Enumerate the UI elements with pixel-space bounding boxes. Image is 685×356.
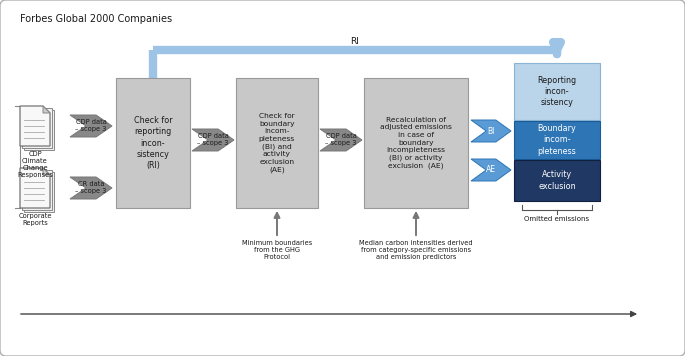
Polygon shape: [471, 120, 511, 142]
Text: Check for
boundary
incom-
pleteness
(BI) and
activity
exclusion
(AE): Check for boundary incom- pleteness (BI)…: [259, 113, 295, 173]
Bar: [514, 121, 600, 159]
Text: BI: BI: [487, 126, 495, 136]
Bar: [24, 110, 54, 150]
Polygon shape: [320, 129, 362, 151]
Text: Recalculation of
adjusted emissions
in case of
boundary
incompleteness
(BI) or a: Recalculation of adjusted emissions in c…: [380, 117, 452, 169]
Polygon shape: [192, 129, 234, 151]
Bar: [22, 108, 52, 148]
Polygon shape: [43, 106, 50, 113]
Bar: [514, 63, 600, 120]
Bar: [116, 78, 190, 208]
Bar: [24, 172, 54, 212]
Text: Omitted emissions: Omitted emissions: [525, 216, 590, 222]
Text: CDP data
– scope 3: CDP data – scope 3: [75, 120, 107, 132]
Text: Forbes Global 2000 Companies: Forbes Global 2000 Companies: [20, 14, 172, 24]
Text: Activity
exclusion: Activity exclusion: [538, 171, 576, 190]
Text: Boundary
incom-
pleteness: Boundary incom- pleteness: [538, 124, 576, 156]
Text: Corporate
Reports: Corporate Reports: [18, 213, 52, 226]
Text: CDP data
– scope 3: CDP data – scope 3: [325, 134, 357, 147]
Polygon shape: [20, 168, 50, 208]
Polygon shape: [70, 177, 112, 199]
Text: CDP data
– scope 3: CDP data – scope 3: [197, 134, 229, 147]
Text: Minimum boundaries
from the GHG
Protocol: Minimum boundaries from the GHG Protocol: [242, 240, 312, 260]
Bar: [22, 170, 52, 210]
Text: CR data
– scope 3: CR data – scope 3: [75, 182, 107, 194]
Bar: [514, 160, 600, 201]
Text: AE: AE: [486, 166, 496, 174]
Polygon shape: [43, 168, 50, 175]
Polygon shape: [70, 115, 112, 137]
Text: Median carbon intensities derived
from category-specific emissions
and emission : Median carbon intensities derived from c…: [359, 240, 473, 260]
Text: CDP
Climate
Change
Responses: CDP Climate Change Responses: [17, 151, 53, 178]
Text: RI: RI: [351, 37, 360, 46]
Text: Reporting
incon-
sistency: Reporting incon- sistency: [538, 76, 577, 107]
Polygon shape: [471, 159, 511, 181]
Bar: [236, 78, 318, 208]
Polygon shape: [20, 106, 50, 146]
Bar: [364, 78, 468, 208]
Text: Check for
reporting
incon-
sistency
(RI): Check for reporting incon- sistency (RI): [134, 116, 173, 170]
